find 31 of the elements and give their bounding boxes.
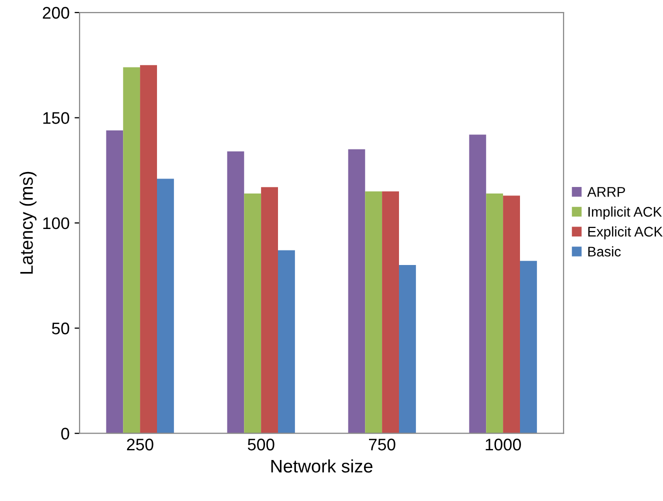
bar xyxy=(261,187,278,434)
bar xyxy=(157,178,174,434)
bar xyxy=(123,67,140,434)
bar xyxy=(365,191,382,434)
bar xyxy=(503,196,520,434)
x-tick-label: 250 xyxy=(126,438,154,450)
bar xyxy=(278,250,295,434)
bar xyxy=(140,65,157,434)
bar xyxy=(520,260,537,434)
y-tick-label: 200 xyxy=(42,6,70,19)
y-tick-label: 50 xyxy=(52,322,70,334)
x-axis-title: Network size xyxy=(271,459,372,473)
y-tick-label: 0 xyxy=(61,428,70,440)
bar xyxy=(486,193,504,434)
bar xyxy=(398,265,416,434)
bar xyxy=(227,151,244,434)
bar xyxy=(469,134,486,434)
legend-label: ARRP xyxy=(587,187,626,197)
bar xyxy=(348,149,366,434)
bar xyxy=(106,130,124,434)
y-tick-label: 150 xyxy=(43,112,70,124)
y-tick-label: 100 xyxy=(43,217,70,230)
legend-label: Explicit ACK xyxy=(588,226,663,240)
y-axis-title: Latency (ms) xyxy=(20,172,36,274)
legend-label: Implicit ACK xyxy=(588,206,662,220)
bar xyxy=(244,193,262,434)
bar xyxy=(382,191,399,434)
legend-label: Basic xyxy=(588,246,621,257)
x-tick-label: 1000 xyxy=(486,438,521,450)
x-tick-label: 500 xyxy=(248,438,274,450)
x-tick-label: 750 xyxy=(369,438,396,450)
